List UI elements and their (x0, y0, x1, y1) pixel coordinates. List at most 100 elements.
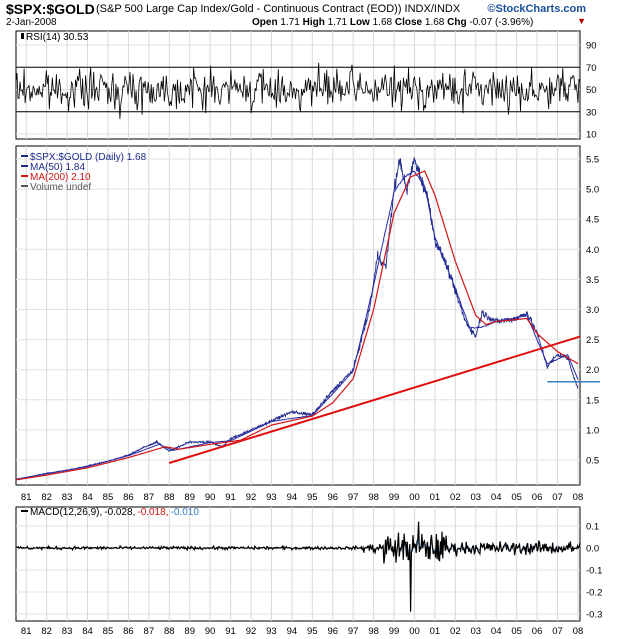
macd-x-tick-label: 99 (389, 626, 400, 637)
price-x-tick-label: 92 (246, 492, 257, 503)
macd-line (16, 521, 581, 612)
macd-histogram-value: -0.010 (171, 507, 200, 518)
macd-x-tick-label: 81 (21, 626, 32, 637)
price-x-tick-label: 97 (348, 492, 359, 503)
price-x-tick-label: 82 (41, 492, 52, 503)
macd-signal-value: -0.018, (137, 507, 168, 518)
macd-legend-swatch (21, 510, 28, 512)
macd-legend-value: -0.028, (104, 507, 135, 518)
macd-x-tick-label: 94 (287, 626, 298, 637)
macd-y-tick-label: 0.1 (586, 522, 599, 533)
price-x-tick-label: 01 (430, 492, 441, 503)
price-x-tick-label: 04 (491, 492, 502, 503)
price-y-tick-label: 2.0 (586, 365, 599, 376)
price-x-tick-label: 86 (123, 492, 134, 503)
ma50-series-line (15, 170, 579, 480)
price-x-tick-label: 08 (573, 492, 584, 503)
macd-x-tick-label: 82 (41, 626, 52, 637)
price-x-tick-label: 88 (164, 492, 175, 503)
price-y-tick-label: 5.5 (586, 155, 599, 166)
price-y-tick-label: 0.5 (586, 456, 599, 467)
low-label: Low (349, 17, 370, 28)
macd-y-tick-label: -0.1 (586, 566, 602, 577)
macd-x-tick-label: 98 (368, 626, 379, 637)
rsi-legend-swatch (21, 33, 24, 39)
price-legend-item: $SPX:$GOLD (Daily) 1.68 (30, 152, 147, 163)
rsi-legend: RSI(14) 30.53 (26, 32, 89, 43)
price-y-tick-label: 4.5 (586, 215, 599, 226)
price-x-tick-label: 99 (389, 492, 400, 503)
macd-x-tick-label: 07 (552, 626, 563, 637)
macd-x-tick-label: 88 (164, 626, 175, 637)
quote-bar: Open 1.71 High 1.71 Low 1.68 Close 1.68 … (252, 17, 533, 28)
macd-x-tick-label: 06 (532, 626, 543, 637)
macd-x-tick-label: 86 (123, 626, 134, 637)
high-value: 1.71 (327, 17, 348, 28)
close-label: Close (394, 17, 423, 28)
price-x-tick-label: 91 (225, 492, 236, 503)
price-x-tick-label: 05 (511, 492, 522, 503)
price-legend-swatch (21, 185, 28, 187)
price-legend-swatch (21, 165, 28, 167)
macd-y-tick-label: -0.3 (586, 610, 602, 621)
rsi-panel-frame (15, 30, 581, 140)
macd-x-tick-label: 93 (266, 626, 277, 637)
price-y-tick-label: 5.0 (586, 185, 599, 196)
price-legend-item: MA(200) 2.10 (30, 172, 91, 183)
open-value: 1.71 (280, 17, 300, 28)
trendline (168, 335, 581, 464)
price-y-tick-label: 3.5 (586, 275, 599, 286)
price-x-tick-label: 83 (62, 492, 73, 503)
macd-x-tick-label: 05 (511, 626, 522, 637)
price-x-tick-label: 87 (144, 492, 155, 503)
price-x-tick-label: 06 (532, 492, 543, 503)
price-y-tick-label: 3.0 (586, 305, 599, 316)
price-x-tick-label: 96 (327, 492, 338, 503)
macd-x-tick-label: 87 (144, 626, 155, 637)
rsi-line (15, 62, 581, 119)
brand-logo[interactable]: ©StockCharts.com (487, 3, 586, 15)
macd-x-tick-label: 84 (82, 626, 93, 637)
chart-symbol: $SPX:$GOLD (6, 1, 95, 17)
price-x-tick-label: 02 (450, 492, 461, 503)
macd-x-tick-label: 85 (103, 626, 114, 637)
macd-x-tick-label: 96 (327, 626, 338, 637)
close-value: 1.68 (424, 17, 445, 28)
chg-value: -0.07 (-3.96%) (469, 17, 534, 28)
price-x-tick-label: 00 (409, 492, 420, 503)
rsi-y-tick-label: 10 (586, 130, 597, 141)
brand-text: ©StockCharts.com (487, 3, 586, 15)
chart-description: (S&P 500 Large Cap Index/Gold - Continuo… (96, 3, 461, 15)
macd-x-tick-label: 01 (430, 626, 441, 637)
macd-x-tick-label: 04 (491, 626, 502, 637)
price-x-tick-label: 84 (82, 492, 93, 503)
macd-x-tick-label: 92 (246, 626, 257, 637)
price-y-tick-label: 1.0 (586, 425, 599, 436)
price-x-tick-label: 89 (184, 492, 195, 503)
price-x-tick-label: 81 (21, 492, 32, 503)
price-x-tick-label: 90 (205, 492, 216, 503)
price-x-tick-label: 95 (307, 492, 318, 503)
macd-x-tick-label: 97 (348, 626, 359, 637)
macd-y-tick-label: -0.2 (586, 588, 602, 599)
macd-x-tick-label: 95 (307, 626, 318, 637)
macd-y-tick-label: 0.0 (586, 544, 599, 555)
price-legend-item: Volume undef (30, 182, 91, 193)
price-x-tick-label: 94 (287, 492, 298, 503)
quote-date: 2-Jan-2008 (6, 17, 57, 28)
macd-x-tick-label: 08 (573, 626, 584, 637)
macd-x-tick-label: 83 (62, 626, 73, 637)
rsi-y-tick-label: 90 (586, 41, 597, 52)
macd-legend-label: MACD(12,26,9), (30, 507, 102, 518)
price-y-tick-label: 2.5 (586, 335, 599, 346)
macd-x-tick-label: 90 (205, 626, 216, 637)
macd-panel-frame (15, 506, 581, 622)
price-panel-frame (15, 145, 581, 486)
price-legend-swatch (21, 155, 28, 157)
ma200-series-line (15, 170, 579, 481)
price-legend-item: MA(50) 1.84 (30, 162, 85, 173)
macd-x-tick-label: 89 (184, 626, 195, 637)
chg-label: Chg (447, 17, 467, 28)
caret-down-icon[interactable]: ▼ (577, 16, 586, 26)
